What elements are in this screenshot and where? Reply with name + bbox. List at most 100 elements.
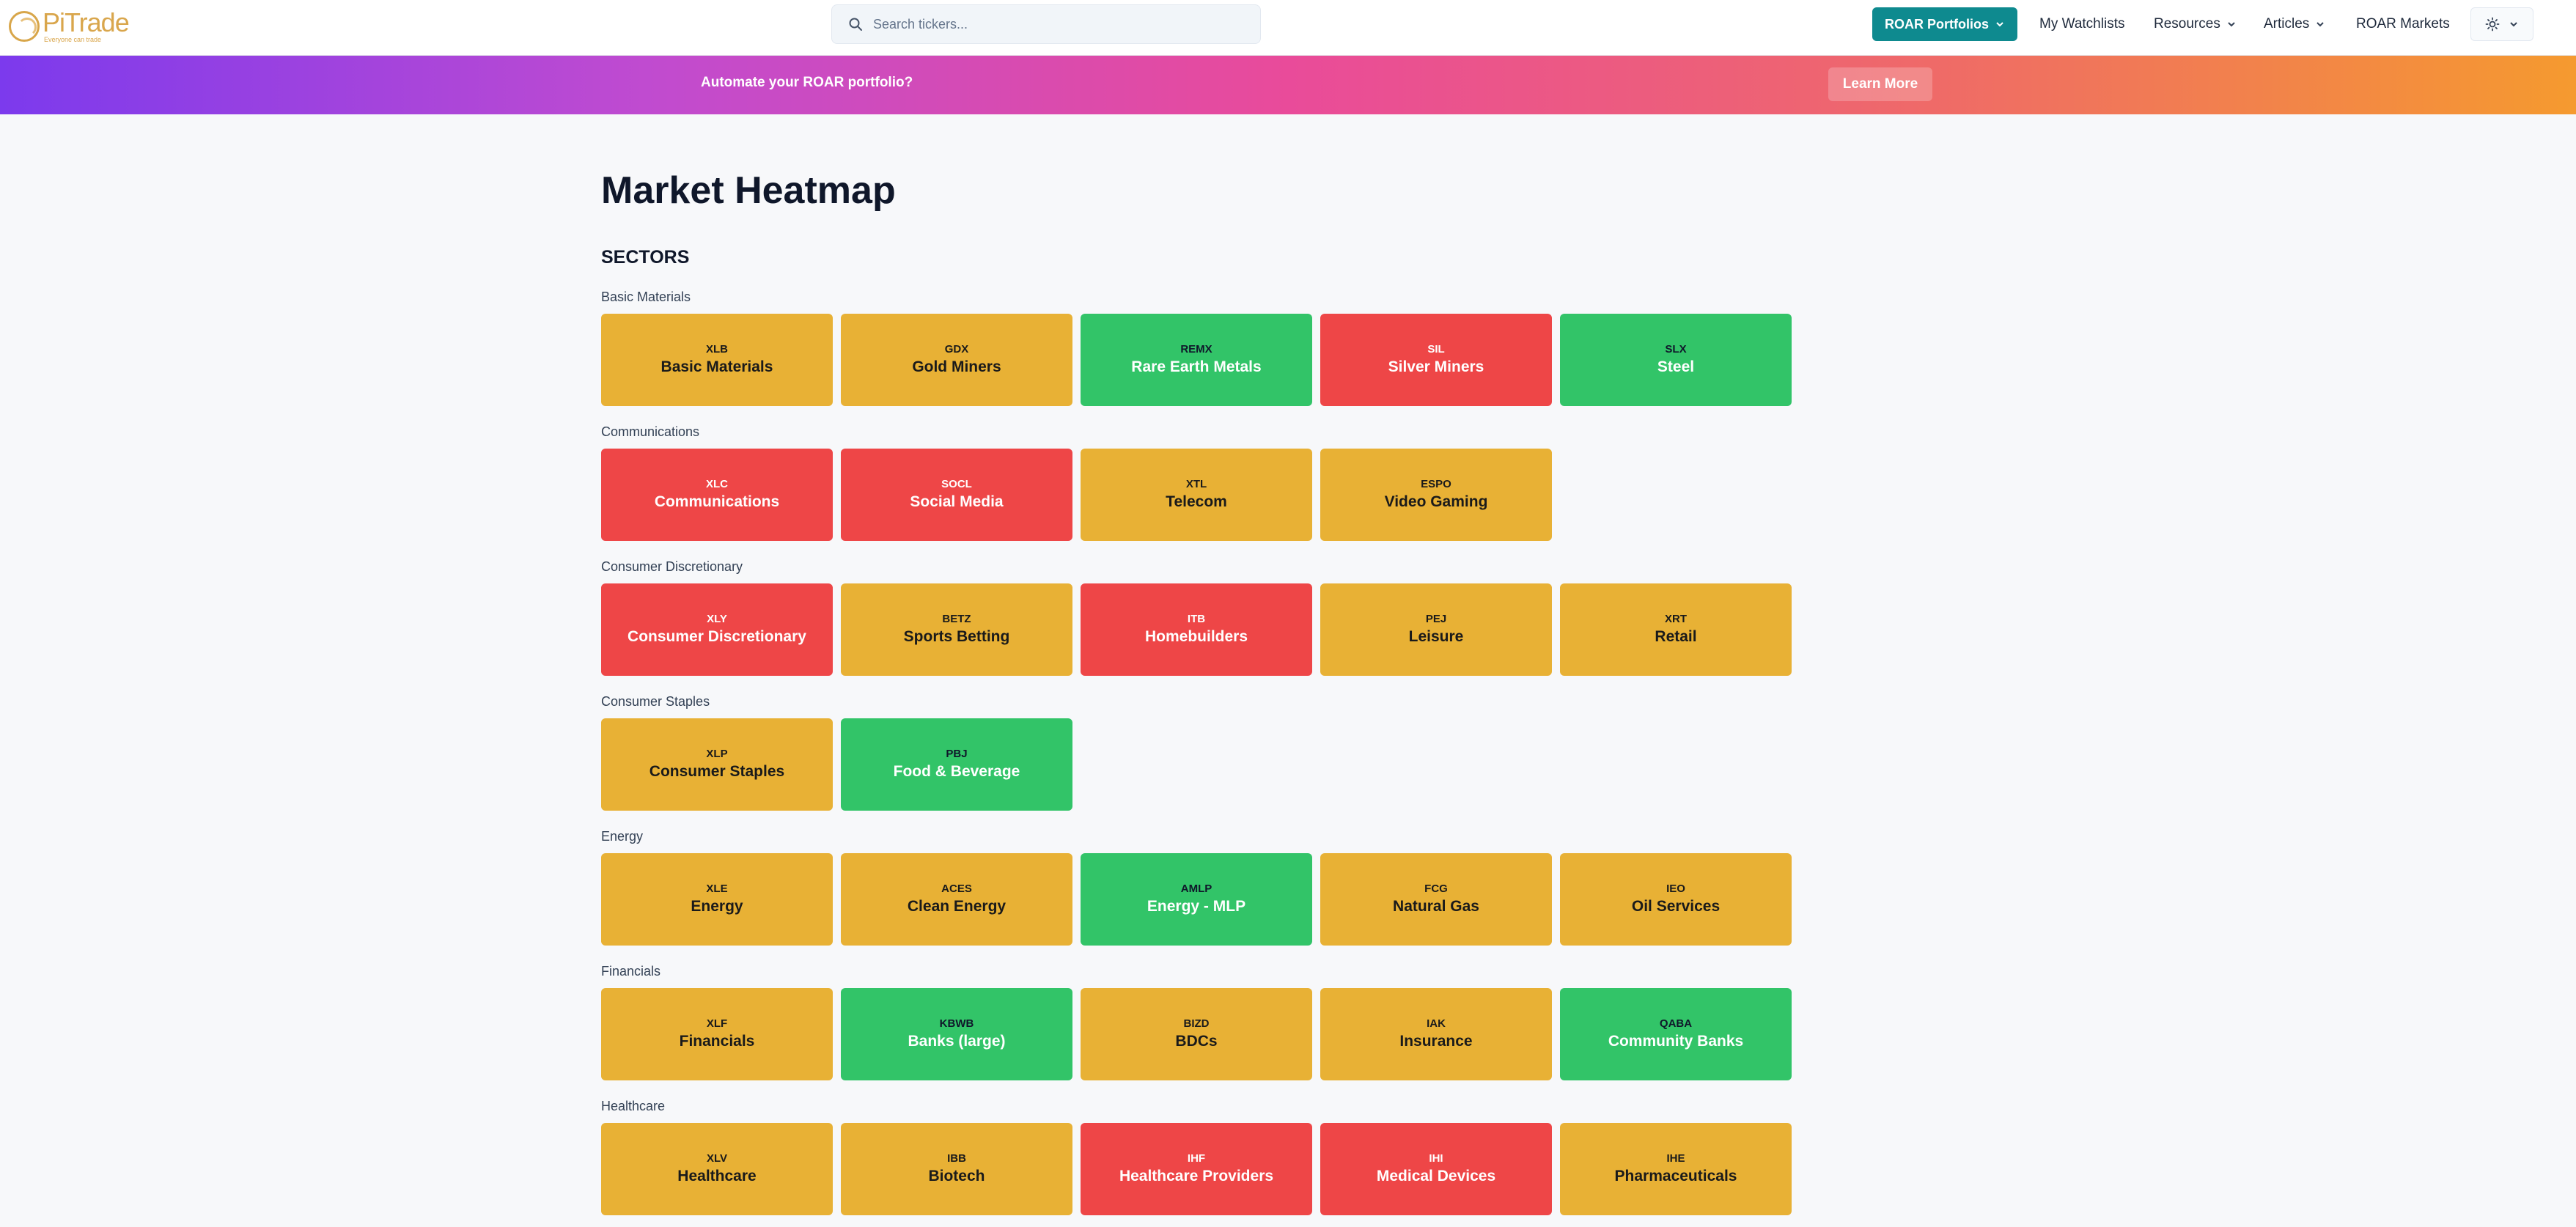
search-input[interactable] bbox=[873, 16, 1240, 32]
sector-group: Consumer Discretionary XLY Consumer Discre… bbox=[601, 554, 1796, 689]
tile-name: Gold Miners bbox=[912, 358, 1001, 375]
tile-name: Homebuilders bbox=[1144, 628, 1248, 645]
tile-ticker: QABA bbox=[1659, 1017, 1693, 1030]
sector-tile[interactable]: XLY Consumer Discretionary bbox=[601, 583, 833, 676]
tile-name: Rare Earth Metals bbox=[1131, 358, 1262, 375]
banner-text: Automate your ROAR portfolio? bbox=[701, 75, 913, 90]
theme-toggle-button[interactable] bbox=[2470, 7, 2533, 41]
sector-tile[interactable]: REMX Rare Earth Metals bbox=[1081, 314, 1312, 406]
tile-name: Telecom bbox=[1166, 493, 1227, 510]
sector-tile[interactable]: IEO Oil Services bbox=[1560, 853, 1792, 946]
chevron-down-icon bbox=[2228, 22, 2235, 27]
sector-tiles: XLY Consumer Discretionary BETZ Sports Bett… bbox=[601, 583, 1796, 676]
sector-group: Healthcare XLV Healthcare IBB Biotech IHF Heal… bbox=[601, 1094, 1796, 1227]
tile-ticker: KBWB bbox=[939, 1017, 974, 1030]
chevron-down-icon bbox=[2510, 22, 2517, 27]
sector-tile[interactable]: AMLP Energy - MLP bbox=[1081, 853, 1312, 946]
nav-articles[interactable]: Articles bbox=[2264, 7, 2325, 41]
tile-name: Energy bbox=[691, 898, 743, 915]
tile-name: Retail bbox=[1655, 628, 1697, 645]
tile-name: Clean Energy bbox=[907, 898, 1007, 915]
search-box[interactable] bbox=[831, 4, 1261, 44]
sector-tile[interactable]: ACES Clean Energy bbox=[841, 853, 1072, 946]
sector-group: Consumer Staples XLP Consumer Staples PBJ Fo… bbox=[601, 689, 1796, 824]
tile-name: Natural Gas bbox=[1393, 898, 1479, 915]
sector-tile[interactable]: BIZD BDCs bbox=[1081, 988, 1312, 1080]
tile-name: Oil Services bbox=[1631, 898, 1721, 915]
sector-tile[interactable]: KBWB Banks (large) bbox=[841, 988, 1072, 1080]
sector-tile[interactable]: FCG Natural Gas bbox=[1320, 853, 1552, 946]
sector-tile[interactable]: IBB Biotech bbox=[841, 1123, 1072, 1215]
tile-ticker: REMX bbox=[1180, 343, 1212, 355]
tile-name: Community Banks bbox=[1608, 1033, 1744, 1050]
sector-group-label: Basic Materials bbox=[601, 290, 691, 304]
sector-tile[interactable]: PBJ Food & Beverage bbox=[841, 718, 1072, 811]
sector-tile[interactable]: XLP Consumer Staples bbox=[601, 718, 833, 811]
tile-ticker: XLY bbox=[707, 613, 727, 625]
sector-tile[interactable]: XLB Basic Materials bbox=[601, 314, 833, 406]
tile-name: Communications bbox=[654, 493, 780, 510]
sector-tile[interactable]: ITB Homebuilders bbox=[1081, 583, 1312, 676]
logo[interactable]: PiTrade Everyone can trade bbox=[9, 6, 130, 47]
tile-ticker: BETZ bbox=[942, 613, 971, 625]
tile-ticker: ESPO bbox=[1421, 478, 1451, 490]
sector-tile[interactable]: XLC Communications bbox=[601, 449, 833, 541]
roar-portfolios-button[interactable]: ROAR Portfolios bbox=[1872, 7, 2017, 41]
sector-tile[interactable]: SLX Steel bbox=[1560, 314, 1792, 406]
sector-tile[interactable]: IHE Pharmaceuticals bbox=[1560, 1123, 1792, 1215]
logo-mark-icon bbox=[9, 11, 40, 42]
learn-more-button[interactable]: Learn More bbox=[1828, 67, 1932, 101]
sector-tile[interactable]: BETZ Sports Betting bbox=[841, 583, 1072, 676]
sector-tile[interactable]: XRT Retail bbox=[1560, 583, 1792, 676]
search-icon bbox=[849, 18, 862, 31]
tile-ticker: ACES bbox=[941, 883, 972, 895]
sector-tile[interactable]: QABA Community Banks bbox=[1560, 988, 1792, 1080]
sector-tile[interactable]: IHF Healthcare Providers bbox=[1081, 1123, 1312, 1215]
sector-group-label: Consumer Staples bbox=[601, 694, 710, 709]
tile-name: Video Gaming bbox=[1384, 493, 1488, 510]
tile-ticker: GDX bbox=[944, 343, 969, 355]
tile-name: Sports Betting bbox=[903, 628, 1010, 645]
page-title: Market Heatmap bbox=[601, 169, 896, 212]
tile-ticker: IEO bbox=[1666, 883, 1685, 895]
sector-tile[interactable]: ESPO Video Gaming bbox=[1320, 449, 1552, 541]
tile-ticker: FCG bbox=[1424, 883, 1448, 895]
sun-icon bbox=[2485, 17, 2500, 32]
tile-ticker: IHE bbox=[1666, 1152, 1685, 1165]
sector-tile[interactable]: XLV Healthcare bbox=[601, 1123, 833, 1215]
sector-tile[interactable]: SIL Silver Miners bbox=[1320, 314, 1552, 406]
tile-ticker: XLE bbox=[706, 883, 728, 895]
tile-name: Pharmaceuticals bbox=[1614, 1168, 1737, 1184]
chevron-down-icon bbox=[2316, 22, 2325, 27]
tile-ticker: IAK bbox=[1427, 1017, 1446, 1030]
sector-tile[interactable]: PEJ Leisure bbox=[1320, 583, 1552, 676]
tile-name: Healthcare bbox=[677, 1168, 757, 1184]
nav-my-watchlists[interactable]: My Watchlists bbox=[2039, 7, 2124, 41]
tile-ticker: XRT bbox=[1665, 613, 1687, 625]
promo-banner: Automate your ROAR portfolio? Learn More bbox=[0, 56, 2576, 114]
tile-name: Insurance bbox=[1399, 1033, 1473, 1050]
sector-tile[interactable]: SOCL Social Media bbox=[841, 449, 1072, 541]
sector-tile[interactable]: XLF Financials bbox=[601, 988, 833, 1080]
tile-name: Silver Miners bbox=[1388, 358, 1484, 375]
sector-group-label: Healthcare bbox=[601, 1099, 666, 1113]
sector-tile[interactable]: IHI Medical Devices bbox=[1320, 1123, 1552, 1215]
nav-resources-label: Resources bbox=[2154, 16, 2220, 32]
tile-name: Banks (large) bbox=[908, 1033, 1006, 1050]
sector-group: Financials XLF Financials KBWB Banks (large)… bbox=[601, 959, 1796, 1094]
tile-ticker: PEJ bbox=[1425, 613, 1447, 625]
top-navbar: PiTrade Everyone can trade ROAR Portfoli… bbox=[0, 0, 2576, 56]
nav-articles-label: Articles bbox=[2264, 16, 2310, 32]
nav-resources[interactable]: Resources bbox=[2154, 7, 2237, 41]
tile-ticker: SLX bbox=[1665, 343, 1687, 355]
sector-tile[interactable]: GDX Gold Miners bbox=[841, 314, 1072, 406]
tile-ticker: SIL bbox=[1427, 343, 1445, 355]
tile-name: Biotech bbox=[928, 1168, 985, 1184]
sector-tile[interactable]: IAK Insurance bbox=[1320, 988, 1552, 1080]
sector-tile[interactable]: XTL Telecom bbox=[1081, 449, 1312, 541]
tile-ticker: SOCL bbox=[941, 478, 972, 490]
sector-tile[interactable]: XLE Energy bbox=[601, 853, 833, 946]
tile-name: Social Media bbox=[910, 493, 1004, 510]
tile-ticker: XLF bbox=[706, 1017, 728, 1030]
nav-roar-markets[interactable]: ROAR Markets bbox=[2356, 7, 2450, 41]
